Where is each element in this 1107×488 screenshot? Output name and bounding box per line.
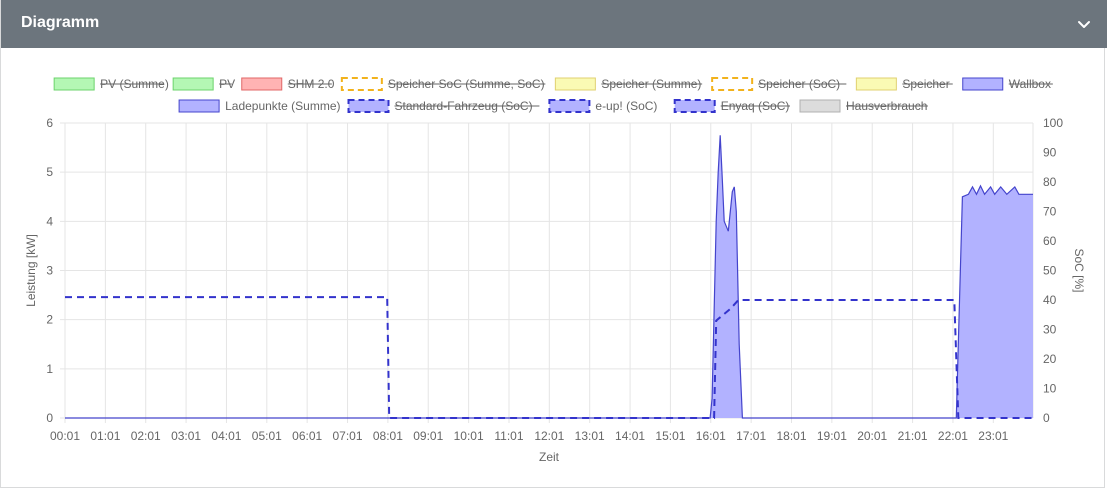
x-tick: 03:01 — [171, 429, 201, 443]
x-tick: 20:01 — [857, 429, 887, 443]
legend-item[interactable]: PV — [172, 77, 235, 91]
x-tick: 12:01 — [534, 429, 564, 443]
x-tick: 15:01 — [655, 429, 685, 443]
x-axis-title: Zeit — [539, 450, 560, 464]
x-tick: 00:01 — [50, 429, 80, 443]
legend-item[interactable]: Speicher (SoC) — [711, 77, 847, 91]
x-tick: 23:01 — [978, 429, 1008, 443]
legend-item[interactable]: PV (Summe) — [53, 77, 169, 91]
legend-label: e-up! (SoC) — [595, 99, 657, 113]
legend-item[interactable]: Wallbox — [962, 77, 1053, 91]
y-tick-right: 0 — [1043, 411, 1050, 425]
legend-swatch — [53, 77, 95, 91]
legend-swatch — [340, 77, 383, 91]
x-tick: 06:01 — [292, 429, 322, 443]
y-tick-right: 50 — [1043, 264, 1057, 278]
power-chart: PV (Summe) PV SHM 2.0 Speicher SoC (Summe, … — [24, 77, 1086, 464]
x-tick: 19:01 — [817, 429, 847, 443]
x-tick: 02:01 — [131, 429, 161, 443]
legend-swatch — [855, 77, 897, 91]
y-tick-left: 0 — [46, 411, 53, 425]
legend-swatch — [241, 77, 283, 91]
chevron-down-icon[interactable] — [1074, 14, 1094, 34]
x-tick: 08:01 — [373, 429, 403, 443]
y-tick-right: 10 — [1043, 382, 1057, 396]
series-line-e-up-soc — [65, 296, 1033, 419]
legend-item[interactable]: Enyaq (SoC) — [673, 99, 790, 113]
legend-item[interactable]: Speicher — [855, 77, 953, 91]
x-tick: 21:01 — [898, 429, 928, 443]
legend-label: Ladepunkte (Summe) — [225, 99, 340, 113]
x-tick: 13:01 — [575, 429, 605, 443]
x-tick: 14:01 — [615, 429, 645, 443]
legend-swatch — [962, 77, 1004, 91]
y-tick-left: 1 — [46, 362, 53, 376]
x-tick: 17:01 — [736, 429, 766, 443]
x-tick: 16:01 — [696, 429, 726, 443]
legend-swatch — [554, 77, 596, 91]
y-tick-left: 2 — [46, 313, 53, 327]
legend-item[interactable]: Ladepunkte (Summe) — [178, 99, 341, 113]
chart-grid — [60, 122, 1034, 423]
legend-swatch — [347, 99, 390, 113]
legend-item[interactable]: Speicher (Summe) — [554, 77, 703, 91]
x-tick: 22:01 — [938, 429, 968, 443]
x-tick: 04:01 — [211, 429, 241, 443]
legend-item[interactable]: Hausverbrauch — [799, 99, 928, 113]
y-tick-right: 80 — [1043, 175, 1057, 189]
chart-series — [65, 135, 1033, 419]
card-title: Diagramm — [21, 14, 100, 31]
legend-item[interactable]: Standard-Fahrzeug (SoC) — [347, 99, 540, 113]
card-header: Diagramm — [1, 0, 1107, 48]
y-tick-right: 40 — [1043, 293, 1057, 307]
y-tick-left: 6 — [46, 116, 53, 130]
legend-swatch — [548, 99, 591, 113]
y-tick-left: 4 — [46, 214, 53, 228]
x-tick: 05:01 — [252, 429, 282, 443]
y-axis-title-right: SoC [%] — [1072, 248, 1086, 292]
legend-item[interactable]: Speicher SoC (Summe, SoC) — [340, 77, 546, 91]
y-tick-right: 60 — [1043, 234, 1057, 248]
chart-legend: PV (Summe) PV SHM 2.0 Speicher SoC (Summe, … — [53, 77, 1053, 113]
y-tick-right: 100 — [1043, 116, 1063, 130]
y-tick-right: 90 — [1043, 146, 1057, 160]
y-axis-title-left: Leistung [kW] — [24, 234, 38, 307]
x-tick: 09:01 — [413, 429, 443, 443]
x-tick: 18:01 — [776, 429, 806, 443]
y-tick-left: 3 — [46, 264, 53, 278]
x-tick: 11:01 — [494, 429, 523, 443]
legend-swatch — [673, 99, 716, 113]
legend-item[interactable]: e-up! (SoC) — [548, 99, 657, 113]
legend-swatch — [172, 77, 214, 91]
legend-item[interactable]: SHM 2.0 — [241, 77, 335, 91]
legend-swatch — [711, 77, 754, 91]
legend-swatch — [178, 99, 220, 113]
x-tick: 10:01 — [454, 429, 484, 443]
y-tick-right: 30 — [1043, 323, 1057, 337]
y-tick-left: 5 — [46, 165, 53, 179]
x-tick: 01:01 — [90, 429, 120, 443]
y-tick-right: 20 — [1043, 352, 1057, 366]
y-tick-right: 70 — [1043, 205, 1057, 219]
x-tick: 07:01 — [333, 429, 363, 443]
legend-swatch — [799, 99, 841, 113]
series-line-ladepunkte — [65, 135, 1033, 419]
